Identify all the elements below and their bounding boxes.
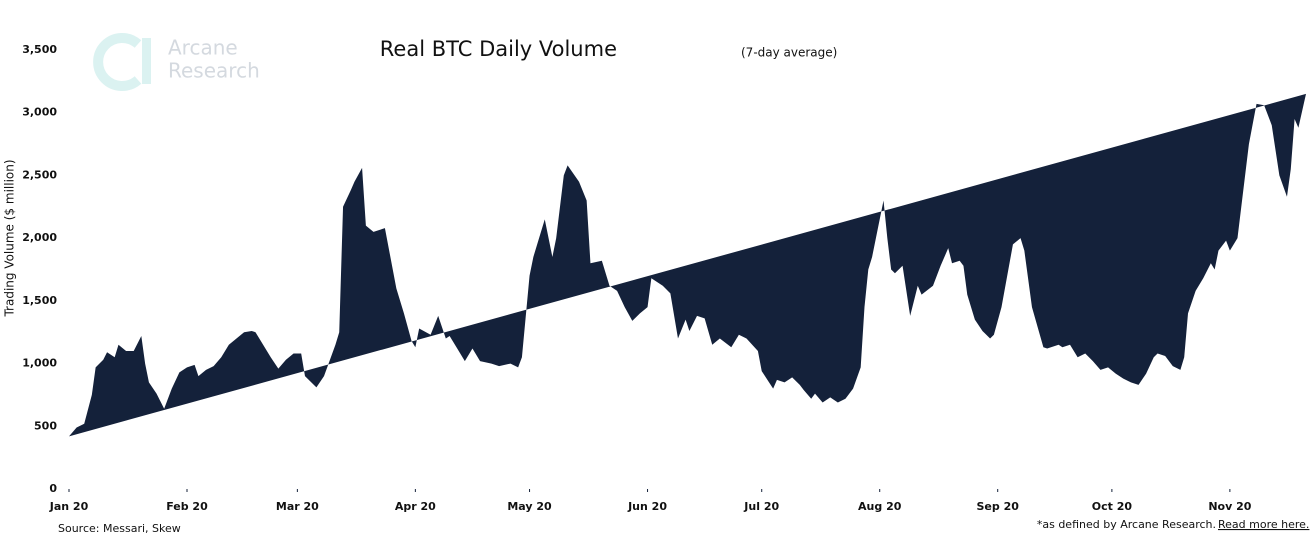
x-tick-label: Mar 20 xyxy=(276,500,319,513)
x-tick-label: Nov 20 xyxy=(1208,500,1251,513)
y-tick-label: 1,000 xyxy=(22,357,57,370)
footnote-link[interactable]: Read more here. xyxy=(1218,518,1309,531)
x-tick-label: Apr 20 xyxy=(395,500,436,513)
logo-text: Research xyxy=(168,59,260,83)
y-tick-label: 2,500 xyxy=(22,168,57,181)
y-axis-label: Trading Volume ($ million) xyxy=(3,159,17,317)
area xyxy=(69,93,1306,437)
x-tick-label: Jun 20 xyxy=(627,500,667,513)
logo-icon xyxy=(142,38,151,84)
x-tick-label: May 20 xyxy=(507,500,552,513)
logo-text: Arcane xyxy=(168,36,238,60)
y-tick-label: 3,000 xyxy=(22,106,57,119)
y-tick-label: 3,500 xyxy=(22,43,57,56)
y-tick-label: 0 xyxy=(49,482,57,495)
y-tick-label: 1,500 xyxy=(22,294,57,307)
footnote: *as defined by Arcane Research. xyxy=(1037,518,1216,531)
x-tick-label: Oct 20 xyxy=(1092,500,1133,513)
logo-icon xyxy=(93,33,142,91)
chart-subtitle: (7-day average) xyxy=(741,46,837,60)
chart-title: Real BTC Daily Volume xyxy=(380,37,617,61)
x-tick-label: Aug 20 xyxy=(858,500,902,513)
y-tick-label: 500 xyxy=(34,419,57,432)
x-tick-label: Feb 20 xyxy=(166,500,208,513)
y-tick-label: 2,000 xyxy=(22,231,57,244)
x-tick-label: Jul 20 xyxy=(743,500,779,513)
source: Source: Messari, Skew xyxy=(58,522,181,535)
logo: Arcane Research xyxy=(93,33,260,91)
x-tick-label: Sep 20 xyxy=(976,500,1019,513)
x-tick-label: Jan 20 xyxy=(49,500,89,513)
